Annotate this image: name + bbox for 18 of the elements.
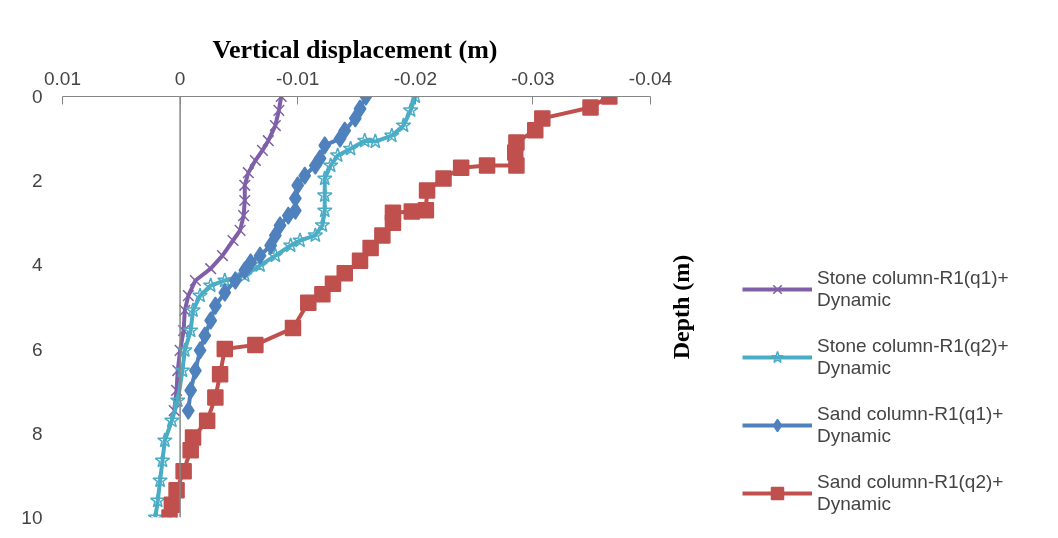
y-tick-label: 10 <box>21 507 43 528</box>
y-tick-label: 4 <box>31 254 43 276</box>
x-tick-label: -0.01 <box>276 67 320 89</box>
y-tick-label: 2 <box>31 170 43 192</box>
y-axis-title: Depth (m) <box>667 254 694 360</box>
x-tick-label: 0 <box>174 67 186 89</box>
y-tick-label: 6 <box>31 338 43 360</box>
legend-label: Stone column-R1(q1)+ Dynamic <box>817 266 1009 312</box>
legend-label: Sand column-R1(q2)+ Dynamic <box>817 470 1004 516</box>
x-tick-label: 0.01 <box>44 67 81 89</box>
legend-label: Stone column-R1(q2)+ Dynamic <box>817 334 1009 380</box>
x-tick-label: -0.04 <box>628 67 673 89</box>
y-tick-label: 8 <box>31 422 43 444</box>
x-tick-label: -0.02 <box>393 67 437 89</box>
legend-label: Sand column-R1(q1)+ Dynamic <box>817 402 1004 448</box>
x-tick-label: -0.03 <box>511 67 555 89</box>
y-tick-label: 0 <box>31 86 43 107</box>
chart-title: Vertical displacement (m) <box>212 34 498 64</box>
